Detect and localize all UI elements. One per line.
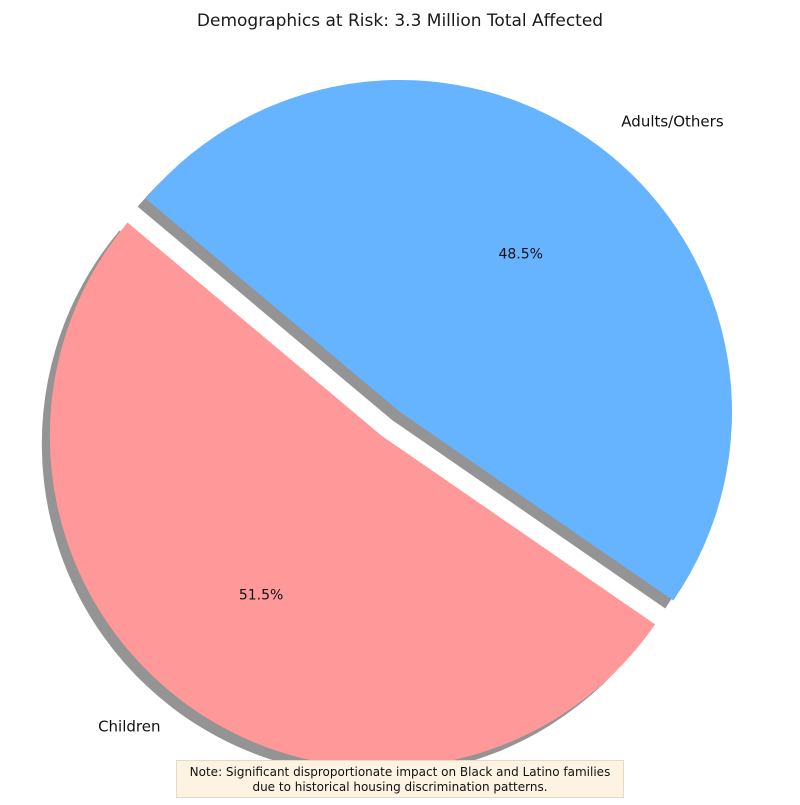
pie-slice-children <box>49 222 656 768</box>
chart-title: Demographics at Risk: 3.3 Million Total … <box>196 11 604 31</box>
slice-pct-label-1: 48.5% <box>498 247 542 263</box>
annotation-line-1: Note: Significant disproportionate impac… <box>189 765 611 779</box>
pie-slice-adults-others <box>145 80 732 601</box>
slice-category-label-1: Adults/Others <box>621 112 724 130</box>
annotation-note: Note: Significant disproportionate impac… <box>176 760 624 798</box>
annotation-line-2: due to historical housing discrimination… <box>252 780 548 794</box>
slice-pct-label-0: 51.5% <box>239 587 283 603</box>
slice-category-label-0: Children <box>98 717 160 735</box>
